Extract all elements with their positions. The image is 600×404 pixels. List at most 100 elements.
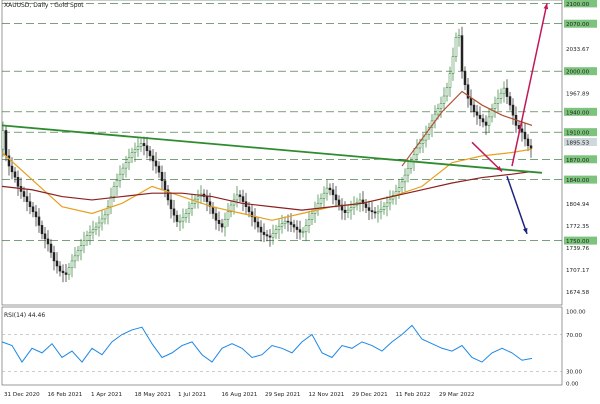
candle-body xyxy=(28,201,32,207)
y-tick-bg xyxy=(564,128,597,137)
candle-body xyxy=(100,218,104,224)
candle-body xyxy=(76,250,80,257)
candle-body xyxy=(151,155,155,162)
candle-body xyxy=(223,219,227,228)
candle-body xyxy=(526,138,530,146)
y-tick-label: 1910.00 xyxy=(566,131,590,137)
candle-body xyxy=(391,195,395,200)
candle-body xyxy=(1,130,5,150)
series-line-MA-orange xyxy=(1,148,533,221)
candle-body xyxy=(502,87,506,94)
candle-body xyxy=(52,252,56,262)
candle-body xyxy=(133,149,137,153)
candle-body xyxy=(415,147,419,156)
candle-body xyxy=(43,233,47,240)
candle-body xyxy=(13,171,17,178)
candle-body xyxy=(460,35,464,72)
candle-body xyxy=(136,146,140,150)
candle-body xyxy=(328,187,332,191)
candle-body xyxy=(247,206,251,213)
candle-body xyxy=(400,181,404,188)
candle-body xyxy=(412,154,416,162)
candle-body xyxy=(73,255,77,262)
x-tick-label: 29 Sep 2021 xyxy=(265,392,301,398)
candle-body xyxy=(271,233,275,238)
x-tick-label: 16 Feb 2021 xyxy=(48,392,83,398)
y-tick-label: 2100.00 xyxy=(566,2,590,8)
candle-body xyxy=(97,222,101,228)
candle-body xyxy=(229,204,233,213)
candle-body xyxy=(343,209,347,213)
candle-body xyxy=(520,128,524,133)
candle-body xyxy=(385,202,389,207)
candle-body xyxy=(88,231,92,236)
trendline xyxy=(1,124,543,174)
candle-body xyxy=(241,196,245,202)
y-tick-bg xyxy=(564,137,597,146)
candle-body xyxy=(496,98,500,104)
chart-title: XAUUSD, Daily : Gold Spot xyxy=(4,2,84,9)
candle-body xyxy=(7,155,11,167)
candle-body xyxy=(175,214,179,222)
candle-body xyxy=(139,143,143,147)
candle-body xyxy=(37,216,41,226)
candle-body xyxy=(370,210,374,213)
y-tick-bg xyxy=(564,67,597,76)
candle-body xyxy=(493,103,497,109)
candle-body xyxy=(379,209,383,213)
candle-body xyxy=(154,160,158,167)
candle-body xyxy=(214,213,218,221)
candle-body xyxy=(91,229,95,233)
candle-body xyxy=(16,176,20,187)
candle-body xyxy=(82,240,86,246)
candle-body xyxy=(463,70,467,85)
candle-body xyxy=(40,225,44,235)
x-tick-label: 12 Nov 2021 xyxy=(309,392,345,398)
candle-body xyxy=(70,260,74,268)
candle-body xyxy=(418,143,422,149)
candle-body xyxy=(277,225,281,230)
candle-body xyxy=(64,272,68,275)
candle-body xyxy=(388,198,392,204)
y-tick-bg xyxy=(564,0,597,8)
candle-body xyxy=(259,226,263,233)
y-tick-label: 1870.00 xyxy=(566,158,590,164)
x-tick-label: 31 Dec 2020 xyxy=(4,392,40,398)
candle-body xyxy=(274,229,278,234)
candle-body xyxy=(160,172,164,181)
candle-body xyxy=(442,95,446,104)
candle-body xyxy=(331,189,335,196)
candle-body xyxy=(298,229,302,233)
candle-body xyxy=(364,203,368,208)
candle-body xyxy=(253,216,257,223)
candle-body xyxy=(499,92,503,99)
y-tick-label: 1707.17 xyxy=(566,268,590,274)
candle-body xyxy=(121,167,125,175)
main-frame xyxy=(1,0,563,306)
candle-body xyxy=(361,199,365,205)
candle-body xyxy=(163,180,167,191)
candle-body xyxy=(505,87,509,97)
y-tick-label: 2070.00 xyxy=(566,22,590,28)
rsi-tick-label: 70.00 xyxy=(566,333,582,339)
candle-body xyxy=(190,203,194,209)
candle-body xyxy=(439,103,443,109)
x-tick-label: 1 Apr 2021 xyxy=(91,392,122,398)
x-tick-label: 29 Mar 2022 xyxy=(439,392,474,398)
rsi-tick-label: 100.00 xyxy=(566,310,586,316)
y-tick-label: 1967.89 xyxy=(566,91,590,97)
rsi-frame xyxy=(1,306,563,386)
candle-body xyxy=(187,208,191,214)
candle-body xyxy=(46,238,50,245)
candle-body xyxy=(238,194,242,197)
x-tick-label: 16 Aug 2021 xyxy=(222,392,258,398)
series-line-MA-short xyxy=(401,90,533,167)
forecast-arrow xyxy=(506,175,528,235)
candle-body xyxy=(31,206,35,213)
candle-body xyxy=(217,220,221,224)
candle-body xyxy=(262,231,266,235)
candle-body xyxy=(124,162,128,169)
candle-body xyxy=(181,217,185,222)
y-tick-label: 1895.53 xyxy=(566,140,590,146)
